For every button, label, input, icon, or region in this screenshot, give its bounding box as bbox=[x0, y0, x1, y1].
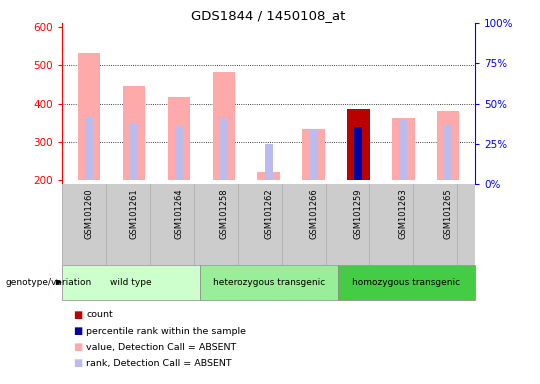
Text: GSM101262: GSM101262 bbox=[264, 189, 273, 239]
Bar bbox=[354, 127, 362, 180]
Bar bbox=[213, 72, 235, 180]
Text: ■: ■ bbox=[73, 358, 82, 368]
Bar bbox=[123, 86, 145, 180]
Bar bbox=[437, 111, 460, 180]
Bar bbox=[175, 126, 183, 180]
Text: percentile rank within the sample: percentile rank within the sample bbox=[86, 326, 246, 336]
Text: ■: ■ bbox=[73, 342, 82, 352]
Text: GSM101260: GSM101260 bbox=[85, 189, 93, 239]
Text: homozygous transgenic: homozygous transgenic bbox=[352, 278, 461, 287]
Bar bbox=[85, 117, 93, 180]
Text: value, Detection Call = ABSENT: value, Detection Call = ABSENT bbox=[86, 343, 237, 352]
Text: GSM101259: GSM101259 bbox=[354, 189, 363, 239]
Bar bbox=[62, 265, 200, 300]
Text: GSM101263: GSM101263 bbox=[399, 189, 408, 239]
Bar bbox=[78, 53, 100, 180]
Bar bbox=[399, 119, 407, 180]
Text: ■: ■ bbox=[73, 326, 82, 336]
Bar bbox=[302, 129, 325, 180]
Text: genotype/variation: genotype/variation bbox=[5, 278, 92, 287]
Text: heterozygous transgenic: heterozygous transgenic bbox=[213, 278, 325, 287]
Title: GDS1844 / 1450108_at: GDS1844 / 1450108_at bbox=[192, 9, 346, 22]
Text: rank, Detection Call = ABSENT: rank, Detection Call = ABSENT bbox=[86, 359, 232, 368]
Text: count: count bbox=[86, 310, 113, 319]
Text: ■: ■ bbox=[73, 310, 82, 320]
Text: GSM101266: GSM101266 bbox=[309, 189, 318, 239]
Bar bbox=[265, 144, 273, 180]
Text: GSM101264: GSM101264 bbox=[174, 189, 184, 239]
Bar bbox=[258, 172, 280, 180]
Bar bbox=[338, 265, 475, 300]
Text: wild type: wild type bbox=[110, 278, 152, 287]
Bar bbox=[309, 129, 318, 180]
Bar bbox=[220, 118, 228, 180]
Text: GSM101258: GSM101258 bbox=[219, 189, 228, 239]
Bar bbox=[167, 97, 190, 180]
Bar bbox=[130, 123, 138, 180]
Text: GSM101261: GSM101261 bbox=[130, 189, 138, 239]
Bar bbox=[347, 109, 370, 180]
Bar bbox=[444, 125, 453, 180]
Bar bbox=[200, 265, 338, 300]
Text: GSM101265: GSM101265 bbox=[444, 189, 453, 239]
Bar bbox=[392, 118, 415, 180]
